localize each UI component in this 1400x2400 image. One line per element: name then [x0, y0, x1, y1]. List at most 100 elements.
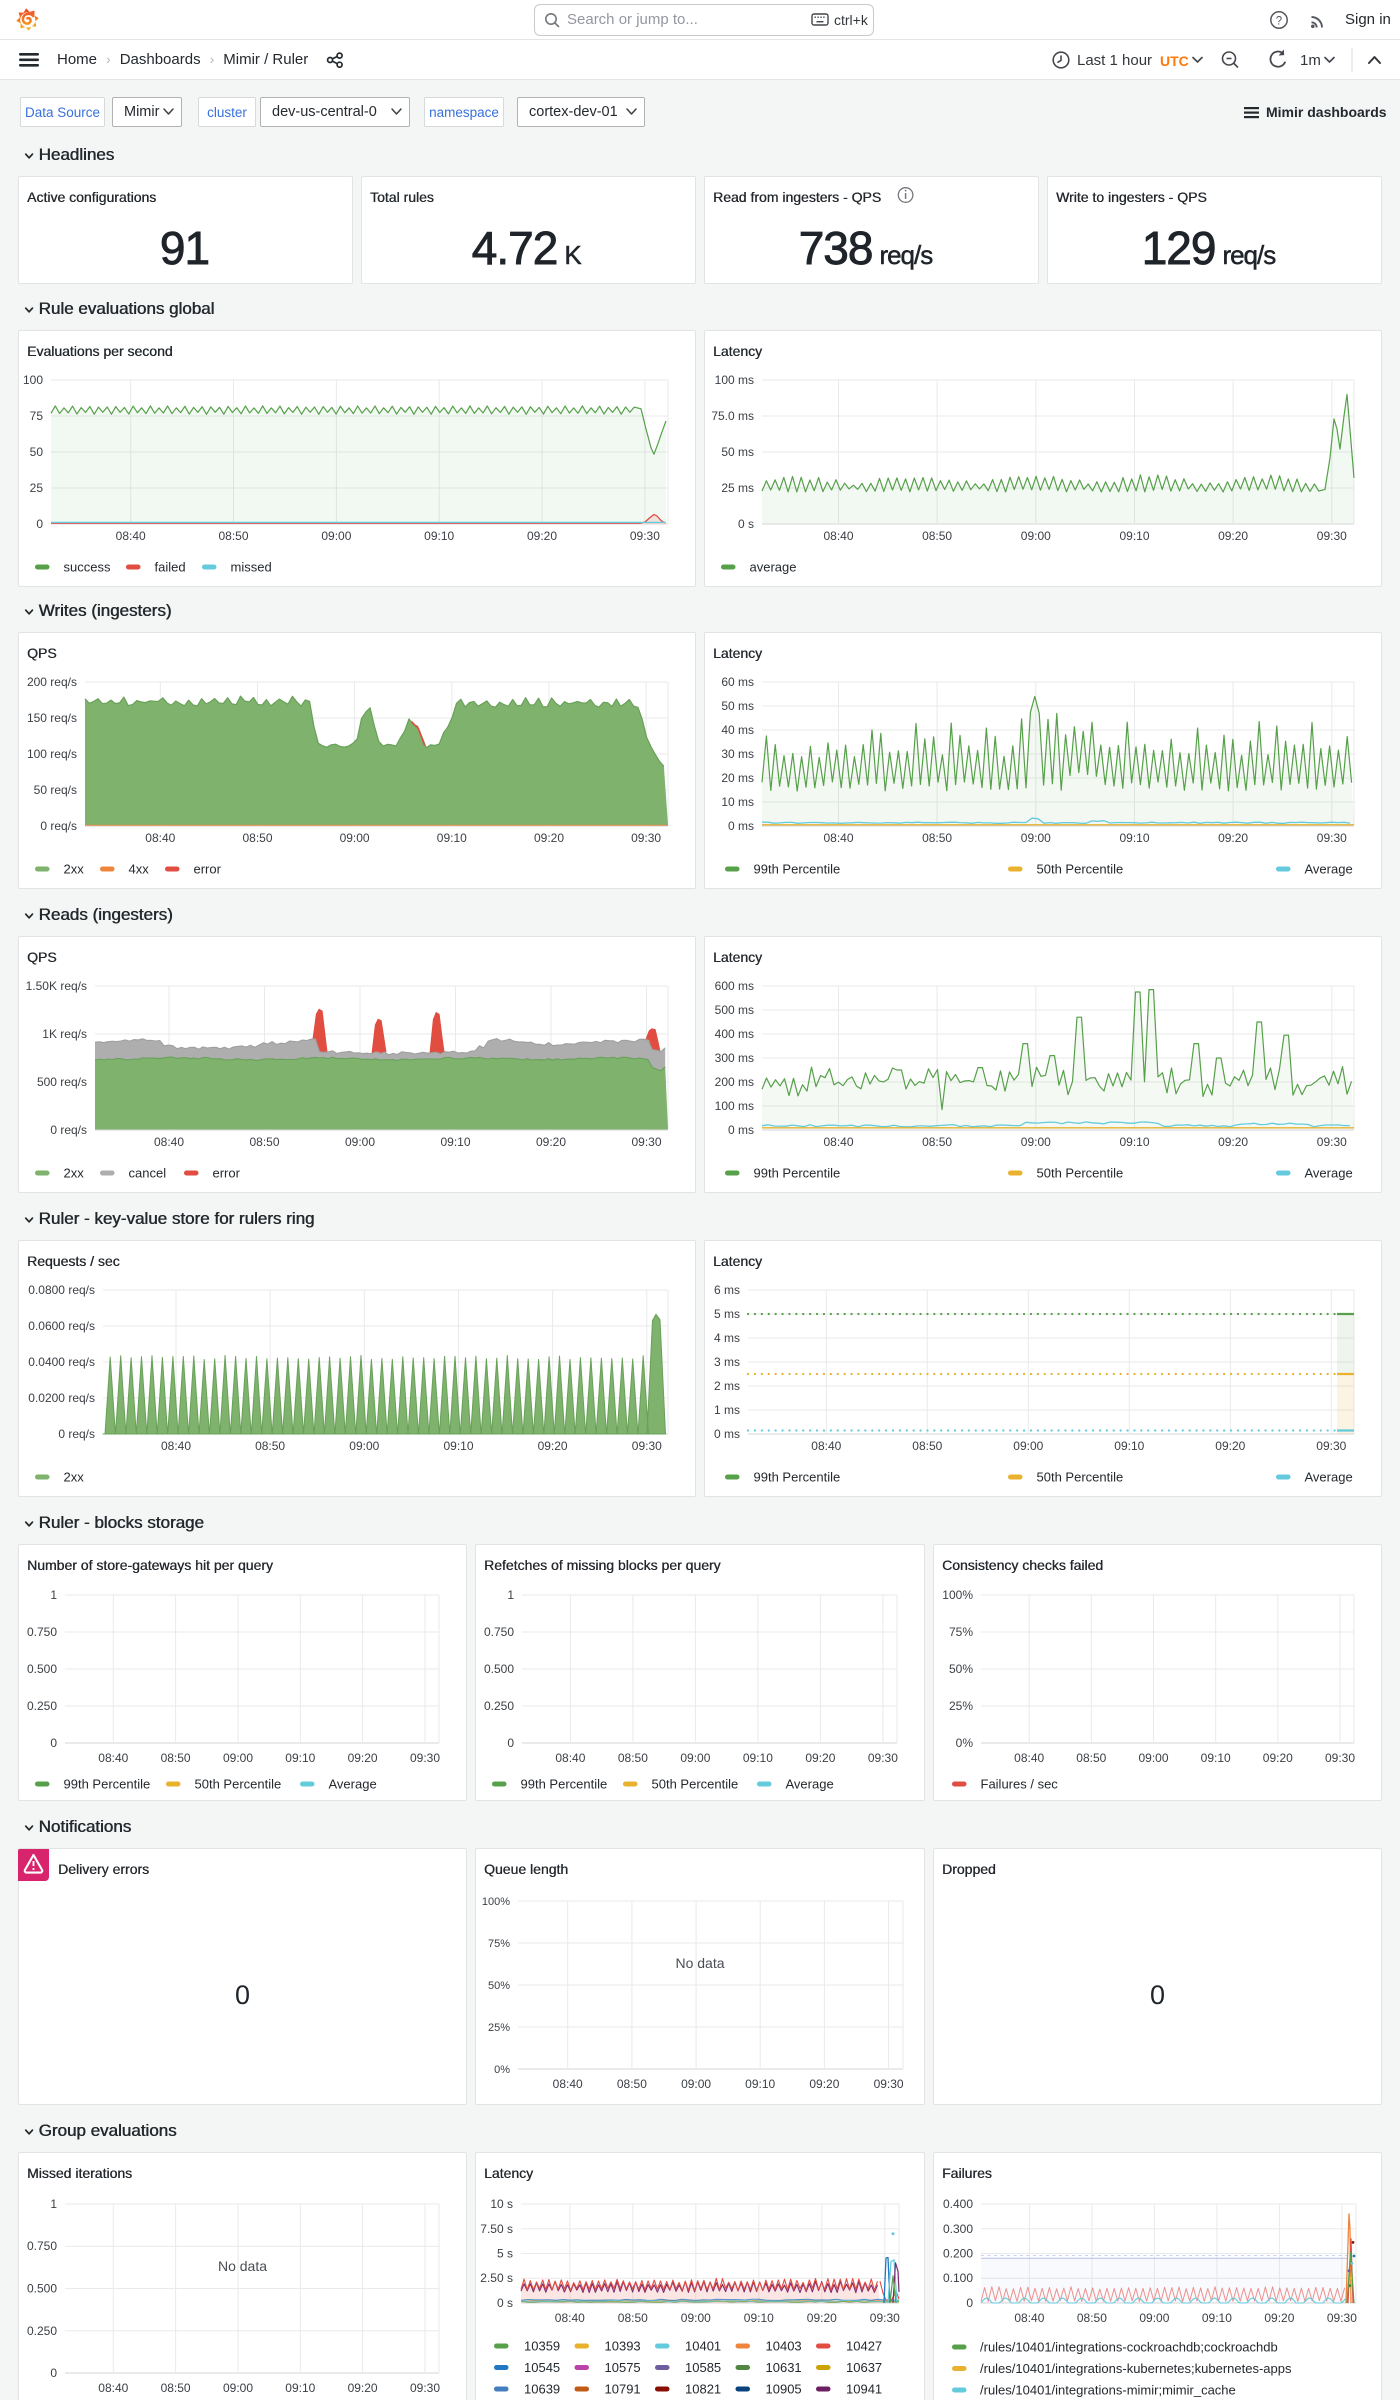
svg-text:08:40: 08:40 — [145, 831, 175, 845]
svg-text:09:20: 09:20 — [1215, 1439, 1245, 1453]
svg-text:0: 0 — [36, 517, 43, 531]
svg-text:0.200: 0.200 — [943, 2247, 973, 2261]
svg-text:0 req/s: 0 req/s — [50, 1123, 87, 1137]
svg-text:3 ms: 3 ms — [714, 1355, 740, 1369]
svg-text:09:00: 09:00 — [1013, 1439, 1043, 1453]
svg-text:1: 1 — [50, 2197, 57, 2211]
svg-text:10575: 10575 — [605, 2360, 641, 2375]
svg-text:0.300: 0.300 — [943, 2222, 973, 2236]
svg-text:1: 1 — [507, 1588, 514, 1602]
svg-text:09:30: 09:30 — [868, 1751, 898, 1765]
svg-text:100 ms: 100 ms — [715, 373, 754, 387]
svg-text:08:50: 08:50 — [922, 1135, 952, 1149]
svg-text:0.500: 0.500 — [27, 2282, 57, 2296]
svg-text:0.750: 0.750 — [484, 1625, 514, 1639]
svg-text:30 ms: 30 ms — [721, 747, 754, 761]
svg-text:09:00: 09:00 — [340, 831, 370, 845]
svg-text:1K req/s: 1K req/s — [42, 1027, 87, 1041]
svg-text:20 ms: 20 ms — [721, 771, 754, 785]
svg-text:0 ms: 0 ms — [728, 1123, 754, 1137]
svg-text:09:10: 09:10 — [1119, 831, 1149, 845]
svg-text:50th Percentile: 50th Percentile — [1037, 1470, 1124, 1485]
svg-text:09:20: 09:20 — [805, 1751, 835, 1765]
svg-text:09:00: 09:00 — [223, 1751, 253, 1765]
svg-text:09:30: 09:30 — [1317, 831, 1347, 845]
svg-text:09:10: 09:10 — [443, 1439, 473, 1453]
svg-text:08:40: 08:40 — [555, 2311, 585, 2325]
svg-text:09:00: 09:00 — [321, 529, 351, 543]
svg-text:09:30: 09:30 — [1316, 1439, 1346, 1453]
svg-text:1 ms: 1 ms — [714, 1403, 740, 1417]
svg-text:100%: 100% — [482, 1896, 510, 1908]
svg-text:2xx: 2xx — [64, 862, 85, 877]
svg-text:08:40: 08:40 — [823, 529, 853, 543]
svg-text:91: 91 — [160, 222, 209, 274]
svg-text:09:10: 09:10 — [440, 1135, 470, 1149]
svg-text:75.0 ms: 75.0 ms — [711, 409, 754, 423]
svg-text:08:50: 08:50 — [249, 1135, 279, 1149]
svg-text:09:20: 09:20 — [807, 2311, 837, 2325]
svg-text:/rules/10401/integrations-cock: /rules/10401/integrations-cockroachdb;co… — [980, 2340, 1278, 2355]
svg-text:10821: 10821 — [685, 2382, 721, 2397]
svg-text:08:50: 08:50 — [161, 1751, 191, 1765]
svg-text:0%: 0% — [956, 1736, 974, 1750]
svg-text:10905: 10905 — [766, 2382, 802, 2397]
svg-text:500 ms: 500 ms — [715, 1003, 754, 1017]
svg-text:?: ? — [1276, 16, 1282, 28]
svg-text:0 req/s: 0 req/s — [40, 819, 77, 833]
svg-text:50%: 50% — [488, 1980, 510, 1992]
svg-text:4 ms: 4 ms — [714, 1331, 740, 1345]
svg-text:50%: 50% — [949, 1662, 973, 1676]
svg-text:09:30: 09:30 — [874, 2077, 904, 2091]
svg-text:50th Percentile: 50th Percentile — [652, 1777, 739, 1792]
svg-text:error: error — [213, 1166, 241, 1181]
svg-text:2xx: 2xx — [64, 1470, 85, 1485]
svg-text:success: success — [64, 560, 111, 575]
svg-text:0.500: 0.500 — [27, 1662, 57, 1676]
svg-text:09:00: 09:00 — [223, 2381, 253, 2395]
svg-text:average: average — [750, 560, 797, 575]
svg-text:4xx: 4xx — [129, 862, 150, 877]
svg-text:10631: 10631 — [766, 2360, 802, 2375]
svg-text:08:40: 08:40 — [98, 2381, 128, 2395]
svg-text:0: 0 — [966, 2296, 973, 2310]
svg-text:08:40: 08:40 — [116, 529, 146, 543]
svg-text:09:10: 09:10 — [743, 1751, 773, 1765]
svg-text:99th Percentile: 99th Percentile — [754, 1166, 841, 1181]
svg-text:08:40: 08:40 — [823, 1135, 853, 1149]
svg-text:Average: Average — [1305, 1470, 1353, 1485]
svg-text:09:20: 09:20 — [809, 2077, 839, 2091]
svg-text:missed: missed — [231, 560, 272, 575]
svg-text:50 ms: 50 ms — [721, 445, 754, 459]
svg-text:10941: 10941 — [846, 2382, 882, 2397]
svg-text:1.50K req/s: 1.50K req/s — [26, 979, 87, 993]
svg-text:50 req/s: 50 req/s — [34, 783, 77, 797]
svg-text:09:10: 09:10 — [437, 831, 467, 845]
svg-text:09:00: 09:00 — [1021, 831, 1051, 845]
svg-text:75%: 75% — [949, 1625, 973, 1639]
svg-text:09:20: 09:20 — [534, 831, 564, 845]
svg-text:08:50: 08:50 — [242, 831, 272, 845]
svg-text:0.250: 0.250 — [484, 1699, 514, 1713]
svg-text:0%: 0% — [494, 2064, 510, 2076]
svg-text:99th Percentile: 99th Percentile — [64, 1777, 151, 1792]
svg-text:25 ms: 25 ms — [721, 481, 754, 495]
svg-text:08:50: 08:50 — [618, 2311, 648, 2325]
svg-text:0.0400 req/s: 0.0400 req/s — [28, 1355, 95, 1369]
svg-text:09:00: 09:00 — [1021, 529, 1051, 543]
svg-text:09:30: 09:30 — [410, 1751, 440, 1765]
svg-text:1: 1 — [50, 1588, 57, 1602]
svg-text:08:50: 08:50 — [1077, 2311, 1107, 2325]
svg-text:200 req/s: 200 req/s — [27, 675, 77, 689]
svg-text:08:40: 08:40 — [98, 1751, 128, 1765]
svg-text:09:20: 09:20 — [536, 1135, 566, 1149]
svg-text:50: 50 — [30, 445, 44, 459]
svg-text:0.250: 0.250 — [27, 1699, 57, 1713]
svg-text:60 ms: 60 ms — [721, 675, 754, 689]
svg-text:09:30: 09:30 — [631, 831, 661, 845]
svg-text:0: 0 — [50, 2366, 57, 2380]
svg-text:09:10: 09:10 — [745, 2077, 775, 2091]
svg-text:09:10: 09:10 — [1119, 529, 1149, 543]
svg-text:0.100: 0.100 — [943, 2271, 973, 2285]
